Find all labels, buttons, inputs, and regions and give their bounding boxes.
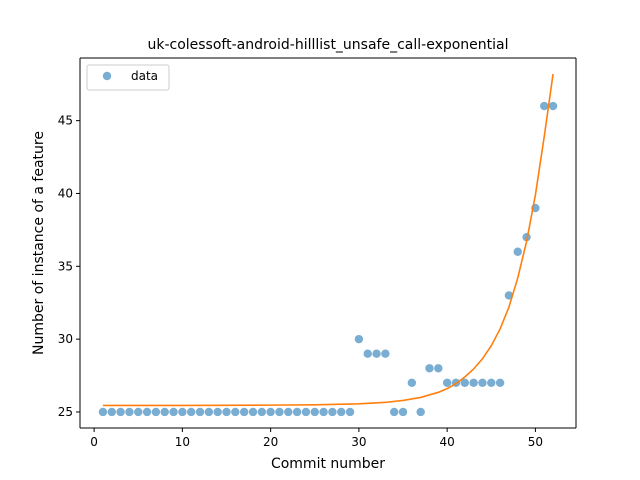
x-tick-label: 40: [440, 435, 455, 449]
data-point: [134, 407, 143, 417]
chart-title: uk-colessoft-android-hilllist_unsafe_cal…: [147, 37, 508, 53]
data-point: [513, 247, 522, 256]
axes-frame: [79, 57, 577, 429]
data-point: [239, 407, 249, 417]
data-point: [363, 349, 372, 358]
data-point: [522, 232, 531, 242]
data-point: [257, 407, 267, 417]
data-point: [487, 378, 496, 388]
data-point: [292, 407, 302, 417]
y-axis-ticks: 25 30 35 40 45: [58, 114, 80, 419]
data-point: [434, 364, 443, 373]
y-tick-label: 30: [58, 332, 73, 346]
plot-area: [80, 58, 576, 428]
data-point: [125, 407, 134, 417]
fit-line: [102, 73, 554, 407]
data-point: [319, 407, 328, 417]
data-point: [310, 407, 319, 417]
data-point: [381, 349, 390, 358]
y-tick-label: 45: [58, 114, 73, 128]
data-point: [495, 378, 505, 388]
data-point: [107, 407, 116, 417]
data-point: [213, 407, 222, 417]
data-point: [407, 378, 417, 388]
data-point: [284, 407, 293, 417]
x-tick-label: 50: [528, 435, 543, 449]
data-point: [301, 407, 311, 417]
data-point: [460, 378, 469, 388]
data-layer: [98, 73, 558, 417]
data-point: [275, 407, 284, 417]
data-point: [328, 407, 337, 417]
plot-background: [80, 58, 576, 428]
data-point: [337, 407, 346, 417]
data-point: [345, 407, 355, 417]
y-axis-label: Number of instance of a feature: [31, 131, 47, 355]
data-point: [389, 407, 399, 417]
y-tick-label: 25: [58, 405, 73, 419]
x-tick-label: 10: [175, 435, 190, 449]
x-tick-label: 20: [263, 435, 278, 449]
data-point: [354, 334, 364, 344]
x-tick-label: 30: [351, 435, 366, 449]
data-point: [116, 407, 125, 417]
data-point: [540, 101, 549, 111]
data-point: [151, 407, 161, 417]
data-point: [187, 407, 196, 417]
data-point: [98, 407, 108, 417]
data-point: [416, 407, 425, 417]
data-point: [195, 407, 205, 417]
data-point: [425, 364, 434, 373]
data-point: [248, 407, 258, 417]
data-point: [178, 407, 187, 417]
y-tick-label: 35: [58, 259, 73, 273]
data-point: [442, 378, 452, 388]
x-tick-label: 0: [90, 435, 98, 449]
x-axis-ticks: 0 10 20 30 40 50: [90, 428, 543, 449]
legend: data: [86, 64, 170, 91]
data-point: [222, 407, 231, 417]
data-point: [469, 378, 478, 388]
legend-label: data: [131, 69, 158, 83]
data-point: [372, 349, 381, 358]
y-tick-label: 40: [58, 186, 73, 200]
data-point: [169, 407, 178, 417]
data-point: [142, 407, 152, 417]
data-point: [231, 407, 240, 417]
legend-box: [86, 64, 170, 91]
legend-marker: [102, 71, 112, 81]
data-point: [548, 101, 558, 111]
x-axis-label: Commit number: [271, 456, 385, 472]
data-point: [266, 407, 275, 417]
data-point: [160, 407, 169, 417]
data-point: [398, 407, 408, 417]
data-point: [204, 407, 214, 417]
data-point: [478, 378, 487, 388]
